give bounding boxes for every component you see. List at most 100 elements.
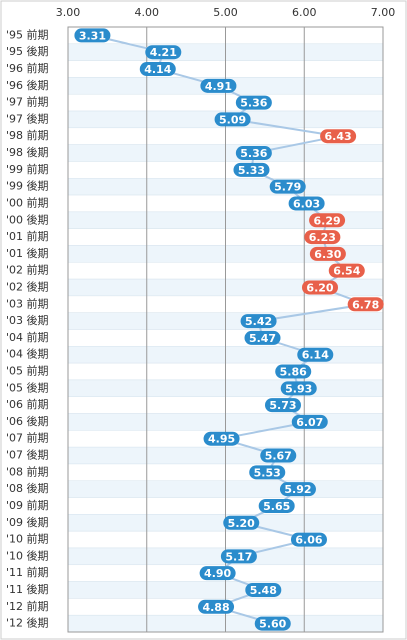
value-pill bbox=[320, 129, 357, 144]
x-tick-label: 5.00 bbox=[213, 6, 238, 19]
value-pill bbox=[275, 364, 312, 379]
value-pill bbox=[139, 62, 176, 77]
x-tick-label: 6.00 bbox=[292, 6, 317, 19]
value-pill bbox=[260, 448, 297, 463]
value-label: 6.14 bbox=[302, 349, 329, 362]
category-label: '00 後期 bbox=[6, 212, 49, 226]
category-label: '99 後期 bbox=[6, 179, 49, 193]
value-pill bbox=[199, 566, 236, 581]
value-label: 6.43 bbox=[325, 130, 352, 143]
value-label: 6.54 bbox=[333, 265, 360, 278]
value-pill bbox=[280, 381, 317, 396]
value-label: 4.88 bbox=[202, 601, 229, 614]
value-pill bbox=[288, 196, 325, 211]
value-label: 5.79 bbox=[274, 181, 301, 194]
category-label: '00 前期 bbox=[6, 195, 49, 209]
value-pill bbox=[290, 532, 327, 547]
value-pill bbox=[309, 246, 346, 261]
value-pill bbox=[235, 146, 272, 161]
value-pill bbox=[233, 162, 270, 177]
value-label: 5.67 bbox=[265, 450, 292, 463]
value-pill bbox=[214, 112, 251, 127]
value-label: 5.36 bbox=[240, 97, 267, 110]
value-label: 6.29 bbox=[314, 214, 341, 227]
category-label: '96 後期 bbox=[6, 78, 49, 92]
value-label: 5.60 bbox=[259, 618, 286, 631]
category-label: '05 後期 bbox=[6, 380, 49, 394]
category-label: '99 前期 bbox=[6, 162, 49, 176]
value-label: 6.20 bbox=[306, 281, 333, 294]
value-pill bbox=[200, 78, 237, 93]
value-label: 4.95 bbox=[208, 433, 235, 446]
category-label: '12 前期 bbox=[6, 599, 49, 613]
category-label: '11 後期 bbox=[6, 582, 49, 596]
category-label: '08 後期 bbox=[6, 481, 49, 495]
value-pill bbox=[198, 599, 235, 614]
value-pill bbox=[244, 330, 281, 345]
plot-border bbox=[67, 26, 384, 633]
value-pill bbox=[203, 431, 240, 446]
value-pill bbox=[291, 414, 328, 429]
category-label: '04 前期 bbox=[6, 330, 49, 344]
value-label: 6.07 bbox=[296, 416, 323, 429]
value-pill bbox=[254, 616, 291, 631]
value-label: 4.21 bbox=[150, 46, 177, 59]
value-label: 5.36 bbox=[240, 147, 267, 160]
value-label: 5.92 bbox=[284, 483, 311, 496]
value-pill bbox=[245, 582, 282, 597]
category-label: '01 後期 bbox=[6, 246, 49, 260]
category-label: '98 前期 bbox=[6, 128, 49, 142]
category-label: '01 前期 bbox=[6, 229, 49, 243]
value-pill bbox=[264, 398, 301, 413]
category-label: '05 前期 bbox=[6, 364, 49, 378]
value-pill bbox=[74, 28, 111, 43]
value-pill bbox=[347, 297, 384, 312]
value-label: 5.73 bbox=[269, 399, 296, 412]
category-label: '07 後期 bbox=[6, 448, 49, 462]
value-pill bbox=[279, 482, 316, 497]
category-label: '03 後期 bbox=[6, 313, 49, 327]
category-label: '12 後期 bbox=[6, 616, 49, 630]
category-label: '10 後期 bbox=[6, 548, 49, 562]
value-pill bbox=[240, 314, 277, 329]
value-label: 4.14 bbox=[144, 63, 171, 76]
value-pill bbox=[145, 45, 182, 60]
category-label: '03 前期 bbox=[6, 296, 49, 310]
value-pill bbox=[302, 280, 338, 295]
value-label: 5.47 bbox=[249, 332, 276, 345]
category-label: '04 後期 bbox=[6, 347, 49, 361]
x-tick-label: 3.00 bbox=[56, 6, 81, 19]
value-label: 3.31 bbox=[79, 29, 106, 42]
category-label: '02 後期 bbox=[6, 279, 49, 293]
category-label: '11 前期 bbox=[6, 565, 49, 579]
category-label: '09 後期 bbox=[6, 515, 49, 529]
x-tick-label: 7.00 bbox=[371, 6, 396, 19]
value-label: 6.78 bbox=[352, 298, 379, 311]
value-label: 5.65 bbox=[263, 500, 290, 513]
category-label: '02 前期 bbox=[6, 263, 49, 277]
value-pill bbox=[220, 549, 257, 564]
value-label: 6.06 bbox=[295, 534, 322, 547]
value-pill bbox=[309, 213, 346, 228]
value-pill bbox=[223, 515, 260, 530]
value-label: 4.91 bbox=[205, 80, 232, 93]
value-pill bbox=[304, 230, 341, 245]
category-label: '95 前期 bbox=[6, 27, 49, 41]
value-label: 5.93 bbox=[285, 382, 312, 395]
category-label: '06 前期 bbox=[6, 397, 49, 411]
value-label: 5.17 bbox=[225, 550, 252, 563]
value-label: 5.86 bbox=[280, 366, 307, 379]
value-pill bbox=[297, 347, 334, 362]
value-label: 6.30 bbox=[314, 248, 341, 261]
value-pill bbox=[328, 263, 365, 278]
category-label: '10 前期 bbox=[6, 532, 49, 546]
x-tick-label: 4.00 bbox=[135, 6, 160, 19]
value-pill bbox=[249, 465, 286, 480]
value-label: 5.48 bbox=[250, 584, 277, 597]
value-label: 5.09 bbox=[219, 113, 246, 126]
category-label: '09 前期 bbox=[6, 498, 49, 512]
category-label: '95 後期 bbox=[6, 44, 49, 58]
category-label: '06 後期 bbox=[6, 414, 49, 428]
